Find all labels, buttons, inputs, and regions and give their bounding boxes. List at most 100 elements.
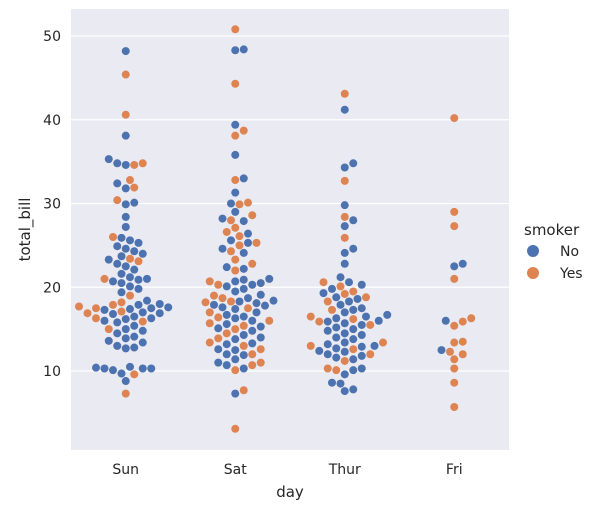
data-point-yes [83, 309, 92, 318]
data-point-no [235, 297, 244, 306]
data-point-yes [248, 350, 257, 359]
data-point-no [353, 294, 362, 303]
data-point-no [222, 340, 231, 349]
data-point-yes [214, 280, 223, 289]
data-point-no [349, 216, 358, 225]
data-point-no [340, 105, 349, 114]
data-point-no [121, 212, 130, 221]
data-point-no [130, 198, 139, 207]
data-point-no [231, 277, 240, 286]
data-point-no [332, 293, 341, 302]
data-point-no [121, 244, 130, 253]
data-point-no [231, 150, 240, 159]
data-point-no [239, 351, 248, 360]
data-point-yes [450, 403, 459, 412]
data-point-yes [231, 223, 240, 232]
data-point-no [109, 310, 117, 319]
data-point-no [143, 296, 151, 305]
data-point-yes [92, 304, 100, 313]
data-point-no [340, 338, 349, 347]
data-point-no [357, 320, 366, 329]
data-point-no [210, 300, 218, 309]
data-point-yes [75, 302, 83, 311]
data-point-yes [446, 347, 454, 356]
data-point-no [248, 326, 257, 335]
data-point-yes [126, 254, 134, 263]
data-point-no [218, 214, 227, 223]
data-point-no [134, 300, 143, 309]
data-point-yes [366, 350, 375, 359]
data-point-no [239, 45, 248, 54]
data-point-no [147, 314, 156, 323]
data-point-no [126, 362, 134, 371]
data-point-no [130, 321, 139, 330]
data-point-no [340, 347, 349, 356]
data-point-yes [256, 358, 265, 367]
data-points [75, 25, 476, 433]
data-point-no [134, 284, 143, 293]
data-point-yes [109, 233, 117, 241]
data-point-no [109, 277, 117, 286]
data-point-no [340, 387, 349, 396]
data-point-no [100, 316, 109, 325]
data-point-yes [306, 312, 315, 321]
data-point-yes [340, 356, 349, 365]
data-point-no [239, 217, 248, 226]
data-point-no [100, 364, 109, 373]
data-point-yes [231, 266, 240, 275]
data-point-no [441, 316, 450, 325]
data-point-no [244, 229, 252, 238]
data-point-yes [231, 255, 240, 264]
data-point-yes [379, 338, 387, 347]
data-point-no [252, 299, 261, 308]
data-point-no [357, 330, 366, 339]
data-point-yes [231, 366, 240, 375]
data-point-yes [113, 196, 122, 205]
data-point-no [332, 314, 341, 323]
data-point-no [231, 120, 240, 129]
data-point-no [336, 300, 345, 309]
y-tick-label: 30 [43, 197, 61, 213]
data-point-no [336, 273, 345, 282]
data-point-no [117, 288, 126, 297]
data-point-no [345, 278, 353, 287]
data-point-yes [138, 159, 147, 168]
data-point-yes [218, 294, 227, 303]
data-point-yes [92, 314, 100, 323]
data-point-no [222, 361, 231, 370]
data-point-yes [231, 25, 240, 34]
data-point-no [222, 310, 231, 319]
data-point-no [256, 333, 265, 342]
data-point-yes [126, 291, 134, 300]
data-point-yes [319, 278, 328, 287]
data-point-yes [130, 160, 139, 169]
data-point-no [231, 314, 240, 323]
data-point-no [357, 304, 366, 313]
data-point-no [349, 305, 358, 314]
data-point-no [164, 303, 173, 312]
data-point-no [319, 289, 328, 298]
data-point-no [126, 282, 134, 291]
data-point-yes [121, 389, 130, 398]
data-point-no [117, 279, 126, 288]
data-point-yes [252, 238, 261, 247]
data-point-yes [227, 297, 235, 306]
data-point-yes [231, 79, 240, 88]
data-point-yes [248, 211, 257, 220]
data-point-yes [239, 321, 248, 330]
data-point-yes [244, 198, 252, 207]
data-point-no [109, 366, 117, 375]
data-point-no [231, 188, 240, 197]
data-point-no [130, 312, 139, 321]
data-point-yes [340, 289, 349, 298]
data-point-no [92, 363, 100, 372]
data-point-no [113, 259, 122, 268]
data-point-no [340, 201, 349, 210]
data-point-no [256, 290, 265, 299]
data-point-no [248, 280, 257, 289]
data-point-yes [104, 325, 113, 334]
data-point-no [130, 332, 139, 341]
data-point-yes [323, 297, 332, 306]
data-point-no [231, 346, 240, 355]
data-point-yes [210, 291, 218, 300]
